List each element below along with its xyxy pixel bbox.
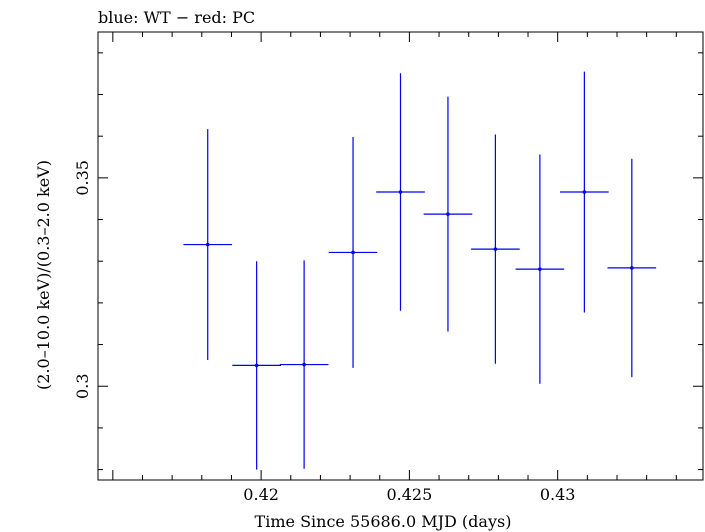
data-point (376, 73, 425, 311)
axis-tick-labels: 0.42 0.425 0.43 0.3 0.35 (73, 160, 575, 504)
point-marker (493, 247, 498, 251)
point-marker (446, 212, 450, 216)
data-point (515, 154, 565, 384)
data-point (560, 71, 609, 313)
data-point (471, 134, 520, 364)
plot-frame (97, 31, 704, 481)
x-tick-label: 0.43 (540, 485, 576, 504)
x-tick-label: 0.42 (243, 485, 279, 504)
x-axis-label: Time Since 55686.0 MJD (days) (255, 512, 512, 531)
data-point (183, 129, 233, 360)
point-marker (351, 250, 355, 255)
data-point (279, 260, 329, 469)
point-marker (205, 242, 210, 247)
point-marker (254, 363, 259, 368)
y-tick-label: 0.3 (73, 374, 92, 399)
point-marker (398, 190, 403, 194)
data-points (183, 71, 657, 470)
data-point (607, 158, 657, 378)
y-tick-label: 0.35 (73, 160, 92, 196)
data-point (328, 137, 378, 368)
y-axis-label: (2.0–10.0 keV)/(0.3–2.0 keV) (34, 160, 53, 390)
point-marker (582, 190, 587, 194)
chart-title: blue: WT − red: PC (98, 8, 255, 27)
axis-ticks (98, 32, 703, 480)
point-marker (630, 266, 634, 270)
point-marker (302, 362, 306, 367)
x-tick-label: 0.425 (386, 485, 432, 504)
data-point (232, 261, 281, 470)
data-point (423, 96, 473, 332)
point-marker (538, 267, 542, 271)
